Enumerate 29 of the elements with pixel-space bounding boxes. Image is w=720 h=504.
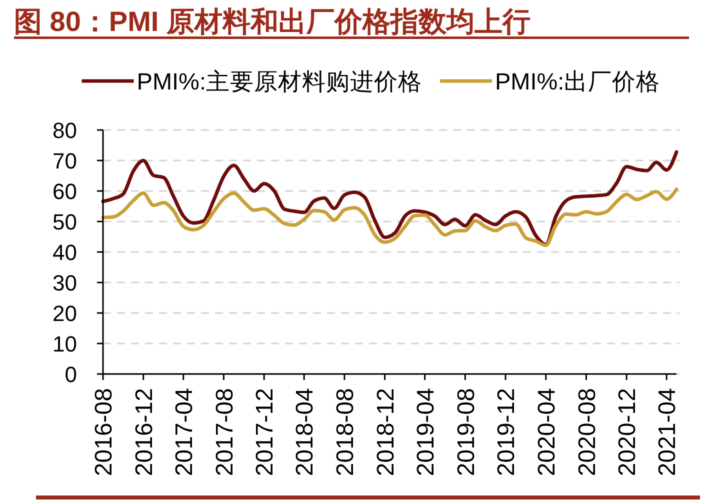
legend-label: PMI%:出厂价格 <box>495 68 660 94</box>
x-tick-label: 2017-04 <box>171 388 198 476</box>
x-tick-label: 2020-04 <box>534 388 560 476</box>
x-tick-label: 2017-08 <box>211 388 238 476</box>
y-tick-label: 10 <box>52 331 77 356</box>
x-tick-label: 2019-08 <box>452 388 480 476</box>
line-series <box>101 150 678 246</box>
x-tick-label: 2020-08 <box>574 388 601 476</box>
x-tick-label: 2017-12 <box>252 388 279 476</box>
y-tick-label: 50 <box>52 209 77 234</box>
line-series <box>101 187 678 248</box>
y-tick-label: 40 <box>52 240 77 265</box>
x-tick-label: 2020-12 <box>614 388 642 476</box>
y-tick-label: 0 <box>64 362 77 387</box>
x-tick-label: 2018-12 <box>372 388 400 476</box>
x-tick-label: 2016-12 <box>130 388 158 476</box>
x-tick-label: 2021-04 <box>654 388 682 476</box>
y-tick-label: 70 <box>52 148 77 174</box>
x-tick-label: 2016-08 <box>90 388 118 476</box>
y-tick-label: 20 <box>52 300 77 326</box>
y-tick-label: 80 <box>52 118 77 143</box>
x-tick-label: 2019-04 <box>412 388 440 476</box>
legend-label: PMI%:主要原材料购进价格 <box>136 68 422 94</box>
x-tick-label: 2019-12 <box>493 388 520 476</box>
x-tick-label: 2018-08 <box>332 388 360 476</box>
chart-title: 图 80：PMI 原材料和出厂价格指数均上行 <box>14 6 530 37</box>
x-tick-label: 2018-04 <box>292 388 319 476</box>
y-tick-label: 30 <box>52 270 77 296</box>
y-tick-label: 60 <box>52 178 77 204</box>
